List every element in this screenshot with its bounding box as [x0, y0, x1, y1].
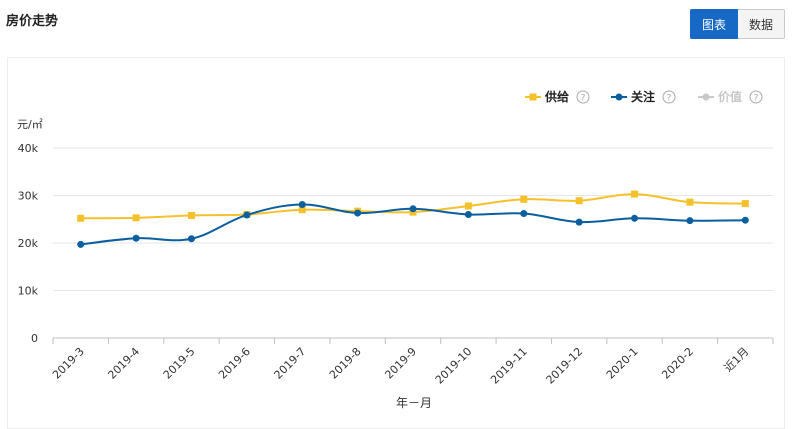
data-point[interactable]	[409, 205, 417, 213]
legend-label: 供给	[544, 89, 569, 104]
series-group	[77, 190, 749, 248]
data-point[interactable]	[631, 214, 639, 222]
x-axis: 2019-3 2019-4 2019-5 2019-6 2019-7 2019-8 2019…	[50, 338, 774, 387]
data-point[interactable]	[187, 235, 195, 243]
help-icon[interactable]: ?	[749, 90, 763, 104]
y-tick-label: 40k	[18, 142, 39, 155]
x-tick-label: 2019-6	[216, 345, 253, 382]
legend-marker	[529, 93, 537, 101]
data-point[interactable]	[132, 214, 140, 222]
legend-item-价值[interactable]: 价值?	[698, 89, 763, 104]
chart-view-button[interactable]: 图表	[690, 9, 739, 39]
data-point[interactable]	[686, 198, 694, 206]
data-point[interactable]	[77, 214, 85, 222]
help-mark: ?	[581, 94, 586, 104]
data-point[interactable]	[575, 197, 583, 205]
x-tick-label: 2019-12	[544, 345, 586, 387]
legend-item-关注[interactable]: 关注?	[611, 89, 676, 104]
x-tick-label: 2019-9	[382, 345, 419, 382]
page-title: 房价走势	[6, 14, 59, 29]
x-axis-label: 年－月	[396, 396, 432, 410]
data-point[interactable]	[464, 211, 472, 218]
grid-lines	[53, 147, 773, 339]
data-point[interactable]	[187, 211, 195, 219]
legend-marker	[615, 93, 623, 101]
y-axis-ticks: 0 10k 20k 30k 40k	[18, 142, 39, 345]
legend-marker	[702, 93, 710, 101]
x-tick-label: 2019-4	[105, 345, 142, 382]
x-tick-label: 2019-3	[50, 345, 87, 382]
data-point[interactable]	[741, 216, 749, 224]
data-point[interactable]	[77, 240, 85, 248]
data-point[interactable]	[464, 202, 472, 210]
data-point[interactable]	[575, 218, 583, 226]
data-point[interactable]	[298, 206, 306, 214]
x-tick-label: 近1月	[722, 345, 752, 375]
x-tick-label: 2019-5	[161, 345, 198, 382]
data-point[interactable]	[686, 217, 694, 225]
chart-legend: 供给? 关注? 价值?	[525, 89, 763, 104]
legend-label: 关注	[631, 89, 655, 104]
y-tick-label: 10k	[18, 285, 39, 298]
legend-label: 价值	[718, 89, 742, 104]
data-point[interactable]	[520, 210, 528, 218]
data-point[interactable]	[631, 190, 639, 198]
y-unit-label: 元/㎡	[17, 118, 43, 131]
x-tick-label: 2020-1	[604, 345, 641, 382]
y-tick-label: 30k	[18, 190, 39, 203]
x-tick-label: 2019-7	[272, 345, 309, 382]
data-point[interactable]	[243, 211, 251, 219]
data-point[interactable]	[354, 209, 362, 217]
data-point[interactable]	[741, 200, 749, 208]
data-point[interactable]	[298, 201, 306, 209]
y-tick-label: 20k	[18, 237, 39, 250]
x-tick-label: 2019-10	[433, 345, 475, 387]
view-toggle: 图表 数据	[690, 9, 786, 39]
y-tick-label: 0	[31, 332, 38, 345]
help-mark: ?	[667, 94, 672, 104]
help-icon[interactable]: ?	[662, 90, 676, 104]
x-tick-label: 2019-11	[488, 345, 530, 387]
x-tick-label: 2020-2	[659, 345, 696, 382]
help-circle	[662, 90, 676, 104]
help-mark: ?	[754, 94, 759, 104]
help-circle	[749, 90, 763, 104]
x-tick-label: 2019-8	[327, 345, 364, 382]
data-view-button[interactable]: 数据	[738, 9, 786, 39]
help-circle	[576, 90, 590, 104]
help-icon[interactable]: ?	[576, 90, 590, 104]
data-point[interactable]	[132, 234, 140, 242]
legend-item-供给[interactable]: 供给?	[525, 89, 590, 104]
data-point[interactable]	[520, 195, 528, 203]
